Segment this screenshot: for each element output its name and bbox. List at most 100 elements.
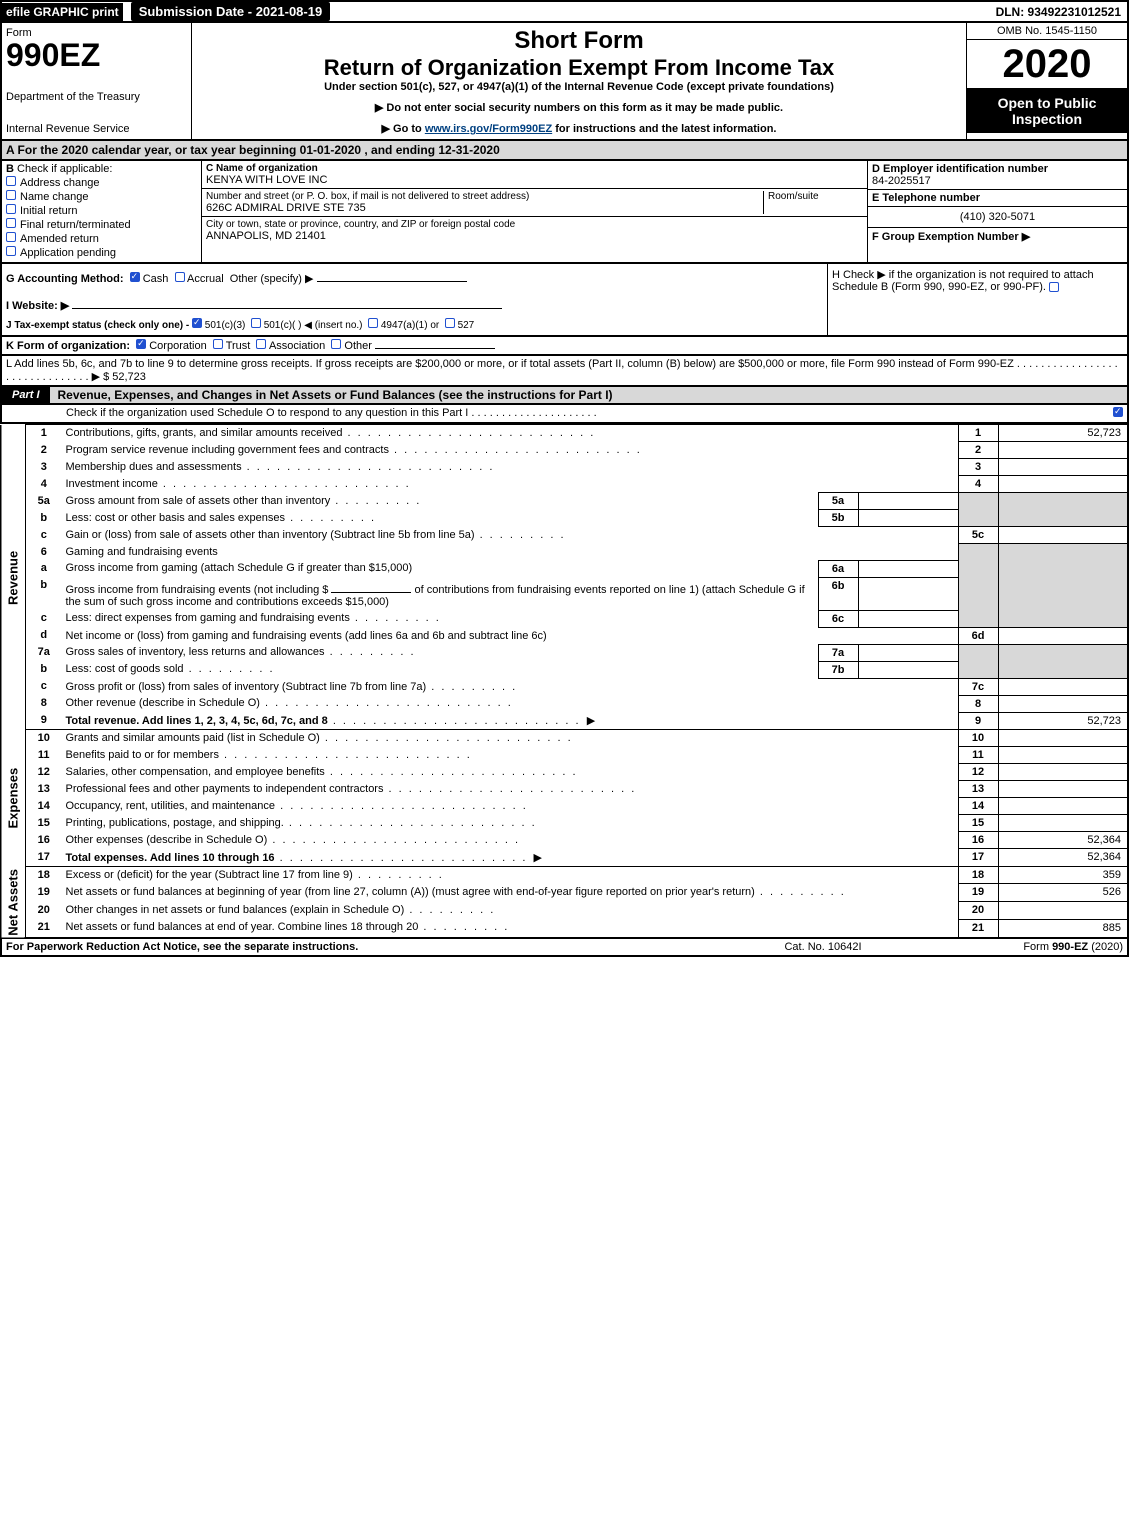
- line-18-desc: Excess or (deficit) for the year (Subtra…: [62, 866, 959, 884]
- line-5a-num: 5a: [26, 493, 62, 510]
- name-change-checkbox[interactable]: [6, 190, 16, 200]
- line-10-desc: Grants and similar amounts paid (list in…: [62, 730, 959, 747]
- efile-print-button[interactable]: efile GRAPHIC print: [2, 3, 123, 21]
- line-5b-desc: Less: cost or other basis and sales expe…: [62, 510, 819, 527]
- line-20-num: 20: [26, 902, 62, 920]
- line-4-box: 4: [958, 476, 998, 493]
- accounting-method-label: G Accounting Method:: [6, 273, 124, 285]
- line-13-box: 13: [958, 781, 998, 798]
- other-specify-field[interactable]: [317, 268, 467, 282]
- 501c-checkbox[interactable]: [251, 318, 261, 328]
- line-12-num: 12: [26, 764, 62, 781]
- 501c3-checkbox[interactable]: [192, 318, 202, 328]
- line-12-box: 12: [958, 764, 998, 781]
- line-6-desc: Gaming and fundraising events: [62, 544, 959, 561]
- line-7b-mini-val[interactable]: [858, 661, 958, 678]
- address-change-checkbox[interactable]: [6, 176, 16, 186]
- other-org-field[interactable]: [375, 348, 495, 349]
- line-3-num: 3: [26, 459, 62, 476]
- cash-checkbox[interactable]: [130, 272, 140, 282]
- form-ref-c: (2020): [1088, 941, 1123, 953]
- line-14-value: [998, 798, 1128, 815]
- line-11-box: 11: [958, 747, 998, 764]
- city-label: City or town, state or province, country…: [206, 219, 863, 230]
- line-8-value: [998, 695, 1128, 712]
- trust-checkbox[interactable]: [213, 339, 223, 349]
- application-pending-checkbox[interactable]: [6, 246, 16, 256]
- line-6b-mini: 6b: [818, 577, 858, 610]
- line-17-desc-cell: Total expenses. Add lines 10 through 16 …: [62, 849, 959, 867]
- org-name: KENYA WITH LOVE INC: [206, 174, 863, 186]
- line-16-box: 16: [958, 832, 998, 849]
- line-7b-mini: 7b: [818, 661, 858, 678]
- line-4-num: 4: [26, 476, 62, 493]
- line-14-num: 14: [26, 798, 62, 815]
- line-6c-mini-val[interactable]: [858, 610, 958, 627]
- goto-post: for instructions and the latest informat…: [552, 123, 776, 135]
- line-6b-desc-1: Gross income from fundraising events (no…: [66, 584, 329, 596]
- schedule-o-checkbox[interactable]: [1113, 407, 1123, 417]
- line-6c-mini: 6c: [818, 610, 858, 627]
- goto-note: ▶ Go to www.irs.gov/Form990EZ for instru…: [198, 122, 960, 135]
- line-20-box: 20: [958, 902, 998, 920]
- street-value: 626C ADMIRAL DRIVE STE 735: [206, 202, 763, 214]
- department-label-2: Internal Revenue Service: [6, 123, 187, 135]
- line-5ab-shade-val: [998, 493, 1128, 527]
- department-label-1: Department of the Treasury: [6, 91, 187, 103]
- line-6a-mini-val[interactable]: [858, 560, 958, 577]
- line-5a-desc: Gross amount from sale of assets other t…: [62, 493, 819, 510]
- other-org-checkbox[interactable]: [331, 339, 341, 349]
- irs-link[interactable]: www.irs.gov/Form990EZ: [425, 123, 552, 135]
- line-7a-mini-val[interactable]: [858, 644, 958, 661]
- l-text: L Add lines 5b, 6c, and 7b to line 9 to …: [6, 358, 1118, 383]
- 527-checkbox[interactable]: [445, 318, 455, 328]
- line-7c-value: [998, 678, 1128, 695]
- application-pending-label: Application pending: [20, 247, 116, 259]
- corporation-checkbox[interactable]: [136, 339, 146, 349]
- return-title: Return of Organization Exempt From Incom…: [198, 55, 960, 81]
- line-13-desc: Professional fees and other payments to …: [62, 781, 959, 798]
- h-checkbox[interactable]: [1049, 282, 1059, 292]
- form-reference: Form 990-EZ (2020): [923, 941, 1123, 953]
- part-1-header: Part I Revenue, Expenses, and Changes in…: [0, 387, 1129, 405]
- line-5b-mini-val[interactable]: [858, 510, 958, 527]
- part-1-table: Revenue 1 Contributions, gifts, grants, …: [0, 424, 1129, 939]
- line-6d-box: 6d: [958, 627, 998, 644]
- line-6c-num: c: [26, 610, 62, 627]
- ein-value: 84-2025517: [872, 175, 931, 187]
- line-2-desc: Program service revenue including govern…: [62, 442, 959, 459]
- line-19-value: 526: [998, 884, 1128, 902]
- ein-label: D Employer identification number: [872, 163, 1048, 175]
- line-18-num: 18: [26, 866, 62, 884]
- line-5b-mini: 5b: [818, 510, 858, 527]
- initial-return-label: Initial return: [20, 205, 77, 217]
- line-1-value: 52,723: [998, 425, 1128, 442]
- line-6b-mini-val[interactable]: [858, 577, 958, 610]
- line-2-box: 2: [958, 442, 998, 459]
- line-5c-value: [998, 527, 1128, 544]
- amended-return-checkbox[interactable]: [6, 232, 16, 242]
- cash-label: Cash: [143, 273, 169, 285]
- line-5c-num: c: [26, 527, 62, 544]
- line-7b-desc: Less: cost of goods sold: [62, 661, 819, 678]
- line-11-num: 11: [26, 747, 62, 764]
- tax-year: 2020: [967, 40, 1127, 89]
- line-2-num: 2: [26, 442, 62, 459]
- initial-return-checkbox[interactable]: [6, 204, 16, 214]
- 4947-checkbox[interactable]: [368, 318, 378, 328]
- line-6b-amount-field[interactable]: [331, 579, 411, 593]
- other-specify-label: Other (specify) ▶: [230, 273, 314, 285]
- line-18-box: 18: [958, 866, 998, 884]
- line-15-desc: Printing, publications, postage, and shi…: [62, 815, 959, 832]
- line-15-box: 15: [958, 815, 998, 832]
- amended-return-label: Amended return: [20, 233, 99, 245]
- final-return-checkbox[interactable]: [6, 218, 16, 228]
- line-17-desc: Total expenses. Add lines 10 through 16: [66, 852, 275, 864]
- association-checkbox[interactable]: [256, 339, 266, 349]
- accrual-checkbox[interactable]: [175, 272, 185, 282]
- line-21-value: 885: [998, 919, 1128, 937]
- line-5a-mini-val[interactable]: [858, 493, 958, 510]
- form-header: Form 990EZ Department of the Treasury In…: [0, 21, 1129, 141]
- website-field[interactable]: [72, 295, 502, 309]
- city-value: ANNAPOLIS, MD 21401: [206, 230, 863, 242]
